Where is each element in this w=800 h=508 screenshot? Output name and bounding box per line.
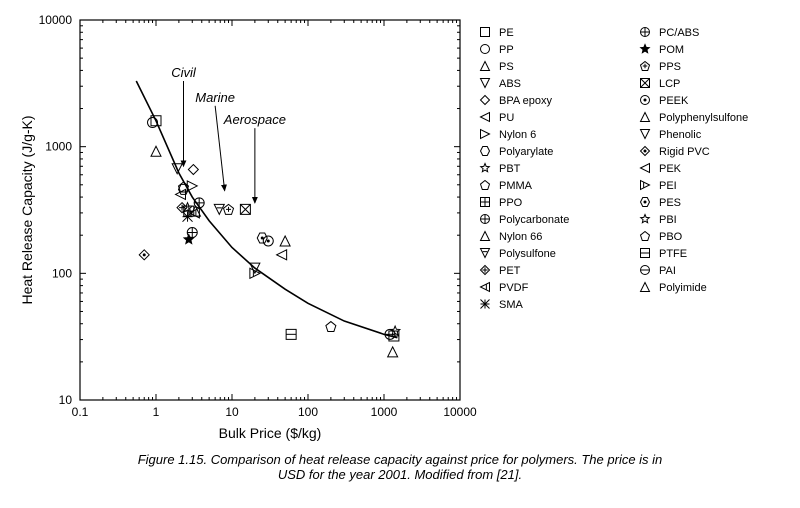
svg-text:1000: 1000 <box>45 140 72 154</box>
svg-text:PAI: PAI <box>659 265 676 277</box>
svg-text:Bulk Price ($/kg): Bulk Price ($/kg) <box>219 425 322 441</box>
svg-text:1: 1 <box>153 405 160 419</box>
svg-text:PET: PET <box>499 265 521 277</box>
svg-text:10: 10 <box>59 393 73 407</box>
svg-text:Rigid PVC: Rigid PVC <box>659 146 710 158</box>
svg-text:Phenolic: Phenolic <box>659 129 702 141</box>
svg-text:PTFE: PTFE <box>659 248 687 260</box>
svg-text:Nylon 66: Nylon 66 <box>499 231 542 243</box>
svg-text:Heat Release Capacity (J/g-K): Heat Release Capacity (J/g-K) <box>19 115 35 304</box>
svg-text:1000: 1000 <box>371 405 398 419</box>
svg-text:PBT: PBT <box>499 163 521 175</box>
svg-text:PBI: PBI <box>659 214 677 226</box>
svg-text:100: 100 <box>52 266 72 280</box>
svg-text:LCP: LCP <box>659 78 680 90</box>
svg-text:10: 10 <box>225 405 239 419</box>
svg-text:Polyphenylsulfone: Polyphenylsulfone <box>659 112 748 124</box>
svg-text:BPA epoxy: BPA epoxy <box>499 95 552 107</box>
svg-text:POM: POM <box>659 44 684 56</box>
svg-text:10000: 10000 <box>443 405 477 419</box>
svg-text:ABS: ABS <box>499 78 521 90</box>
figure-caption: Figure 1.15. Comparison of heat release … <box>0 452 800 482</box>
svg-text:Polyimide: Polyimide <box>659 282 707 294</box>
svg-text:PEI: PEI <box>659 180 677 192</box>
svg-text:PE: PE <box>499 27 514 39</box>
svg-text:Polysulfone: Polysulfone <box>499 248 556 260</box>
svg-text:Polyarylate: Polyarylate <box>499 146 553 158</box>
caption-line2: USD for the year 2001. Modified from [21… <box>278 467 522 482</box>
svg-text:Marine: Marine <box>195 90 235 105</box>
svg-text:PMMA: PMMA <box>499 180 533 192</box>
svg-text:Aerospace: Aerospace <box>223 112 286 127</box>
svg-text:PS: PS <box>499 61 514 73</box>
svg-text:0.1: 0.1 <box>72 405 89 419</box>
svg-text:100: 100 <box>298 405 318 419</box>
svg-text:Civil: Civil <box>171 65 197 80</box>
svg-text:PEEK: PEEK <box>659 95 689 107</box>
svg-text:PBO: PBO <box>659 231 683 243</box>
svg-text:Nylon 6: Nylon 6 <box>499 129 536 141</box>
svg-text:PPS: PPS <box>659 61 681 73</box>
svg-text:PC/ABS: PC/ABS <box>659 27 699 39</box>
svg-text:10000: 10000 <box>39 13 73 27</box>
svg-text:PEK: PEK <box>659 163 682 175</box>
svg-text:SMA: SMA <box>499 299 524 311</box>
svg-text:PVDF: PVDF <box>499 282 529 294</box>
svg-text:Polycarbonate: Polycarbonate <box>499 214 569 226</box>
svg-text:PP: PP <box>499 44 514 56</box>
svg-text:PU: PU <box>499 112 514 124</box>
caption-line1: Figure 1.15. Comparison of heat release … <box>138 452 663 467</box>
scatter-chart: 0.1 1 10 100 1000 10000 10 100 1000 10000 Bulk Pri… <box>0 0 800 508</box>
svg-text:PES: PES <box>659 197 681 209</box>
svg-text:PPO: PPO <box>499 197 523 209</box>
